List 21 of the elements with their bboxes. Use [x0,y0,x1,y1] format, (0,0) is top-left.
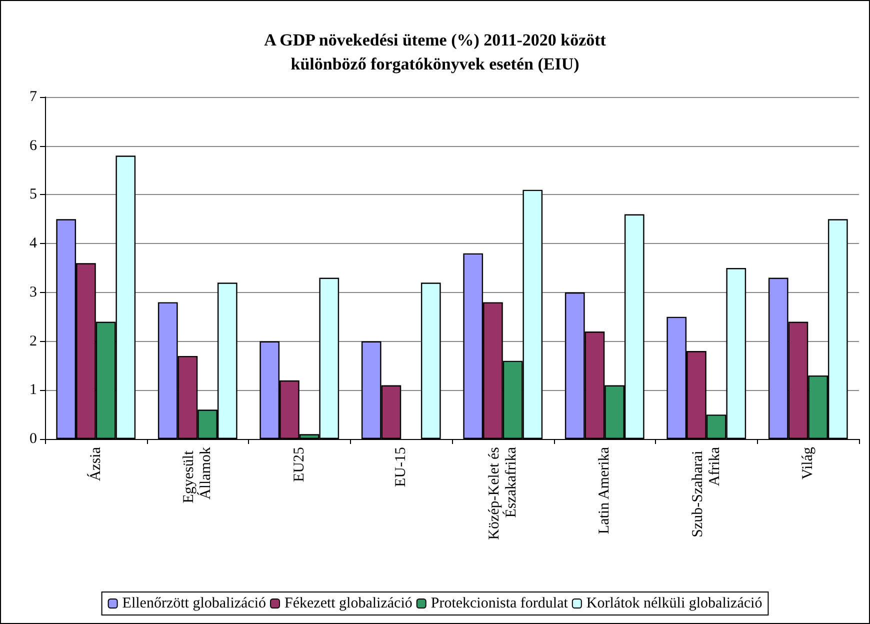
legend-label: Ellenőrzött globalizáció [122,596,266,612]
x-tick-label: Ázsia [86,446,104,482]
y-tick-label: 4 [30,236,38,252]
legend-label: Korlátok nélküli globalizáció [586,596,762,612]
y-tick-label: 7 [30,89,38,105]
chart-title: A GDP növekedési üteme (%) 2011-2020 között különböző forgatókönyvek esetén (EIU) [264,30,606,74]
x-tick-label: Egyesült Államok [181,446,214,504]
x-tick-label: EU-15 [393,447,410,487]
x-tick-label: EU25 [291,447,308,482]
x-tick-label: Közép-Kelet és Északafrika [486,446,520,540]
y-tick-label: 2 [30,333,37,350]
x-tick-label: Szub-Szaharai Afrika [690,446,723,538]
y-tick-label: 5 [30,186,37,203]
legend-label: Fékezett globalizáció [284,596,412,612]
y-tick-label: 1 [30,382,37,398]
legend-label: Protekcionista fordulat [430,596,569,612]
x-tick-label: Világ [800,446,816,480]
y-tick-label: 6 [30,138,38,154]
y-tick-label: 0 [30,431,37,447]
y-tick-label: 3 [30,284,37,300]
x-tick-label: Latin Amerika [596,446,613,534]
